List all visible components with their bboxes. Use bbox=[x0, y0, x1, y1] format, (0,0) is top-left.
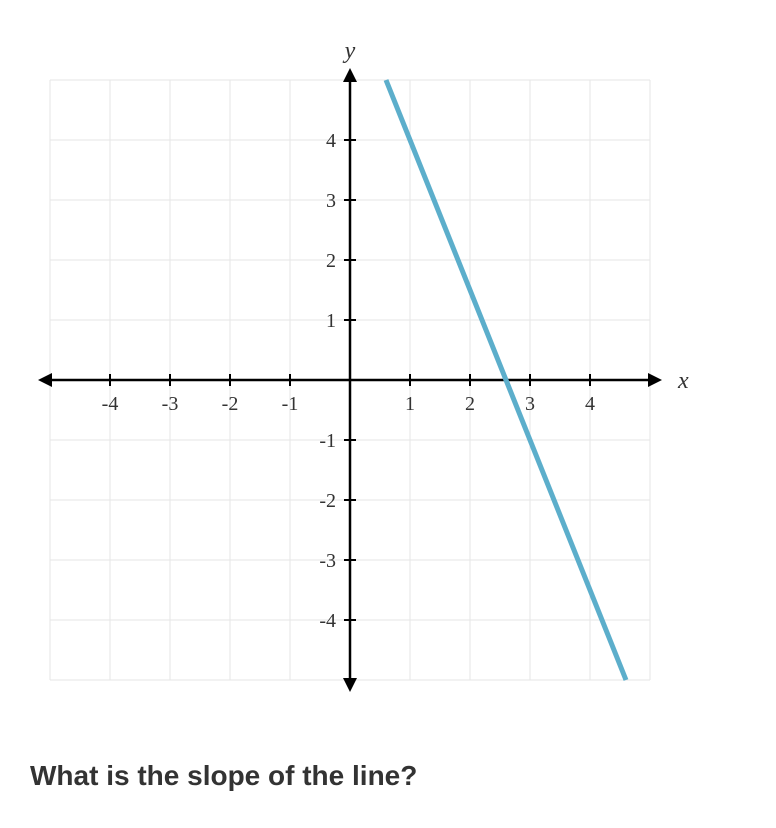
chart-svg: -4 -3 -2 -1 1 2 3 4 -4 -3 -2 -1 1 2 3 4 x y bbox=[30, 30, 730, 710]
svg-text:2: 2 bbox=[465, 393, 475, 415]
svg-text:-4: -4 bbox=[319, 610, 336, 632]
svg-text:-1: -1 bbox=[282, 393, 299, 415]
svg-text:1: 1 bbox=[326, 310, 336, 332]
svg-text:4: 4 bbox=[326, 130, 336, 152]
svg-text:2: 2 bbox=[326, 250, 336, 272]
svg-text:3: 3 bbox=[525, 393, 535, 415]
svg-text:x: x bbox=[677, 368, 689, 394]
svg-text:y: y bbox=[343, 38, 356, 64]
svg-text:-4: -4 bbox=[102, 393, 119, 415]
svg-text:1: 1 bbox=[405, 393, 415, 415]
svg-text:-3: -3 bbox=[319, 550, 336, 572]
svg-text:4: 4 bbox=[585, 393, 595, 415]
svg-text:-2: -2 bbox=[319, 490, 336, 512]
coordinate-plane: -4 -3 -2 -1 1 2 3 4 -4 -3 -2 -1 1 2 3 4 x y bbox=[30, 30, 746, 710]
svg-text:-1: -1 bbox=[319, 430, 336, 452]
svg-text:-3: -3 bbox=[162, 393, 179, 415]
question-text: What is the slope of the line? bbox=[30, 760, 746, 792]
svg-text:3: 3 bbox=[326, 190, 336, 212]
svg-text:-2: -2 bbox=[222, 393, 239, 415]
